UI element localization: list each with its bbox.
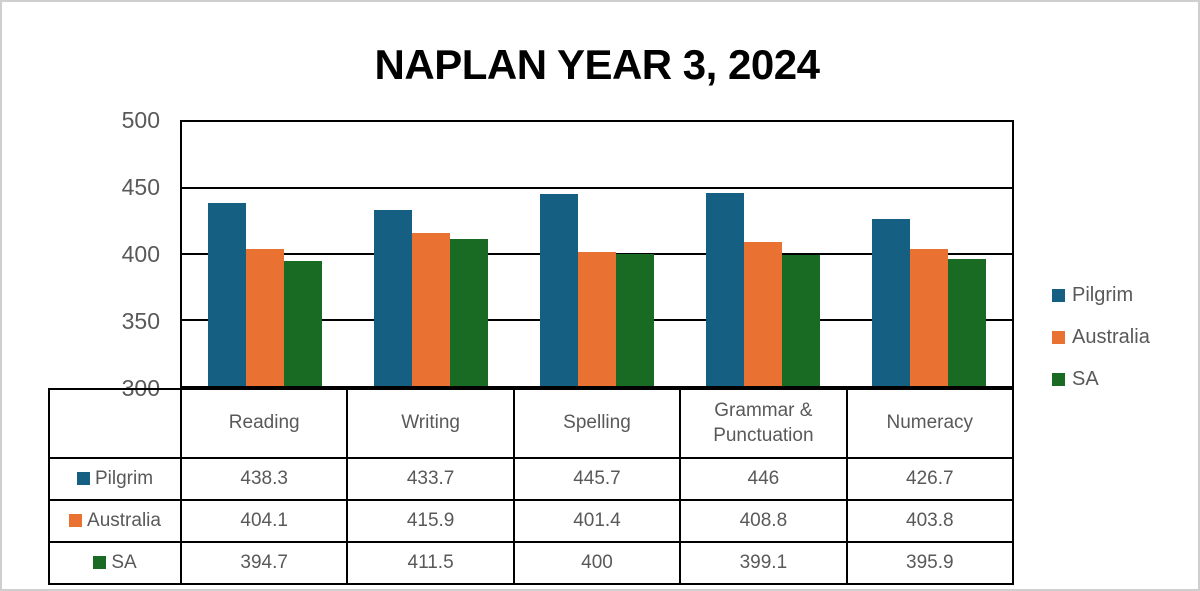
legend: Pilgrim Australia SA	[1052, 285, 1150, 389]
bar	[616, 254, 654, 386]
legend-swatch	[1052, 330, 1065, 344]
value-cell: 433.7	[346, 457, 515, 501]
legend-item: SA	[1052, 369, 1150, 389]
series-key-cell: Pilgrim	[48, 457, 182, 501]
bar	[450, 238, 488, 386]
series-swatch	[69, 513, 83, 527]
value-cell: 438.3	[179, 457, 349, 501]
bar	[246, 248, 284, 386]
table-header-cell: Grammar & Punctuation	[679, 388, 848, 459]
series-key-cell: Australia	[48, 499, 182, 543]
legend-label: SA	[1072, 368, 1099, 390]
table-row: Australia 404.1 415.9 401.4 408.8 403.8	[48, 499, 1015, 543]
series-swatch	[76, 471, 90, 485]
series-key-cell: SA	[48, 541, 182, 585]
bar	[872, 218, 910, 386]
table-header-cell: Writing	[346, 388, 515, 459]
legend-swatch	[1052, 288, 1065, 302]
legend-label: Pilgrim	[1072, 284, 1134, 306]
table-corner-cell	[48, 388, 182, 459]
value-cell: 415.9	[346, 499, 515, 543]
y-axis-tick-label: 350	[121, 308, 160, 334]
legend-item: Australia	[1052, 327, 1150, 347]
y-axis-tick-label: 400	[121, 241, 160, 267]
bar	[706, 193, 744, 386]
bar	[208, 203, 246, 386]
data-table: Reading Writing Spelling Grammar & Punctuat…	[48, 388, 1015, 585]
series-swatch	[93, 555, 107, 569]
series-name: SA	[111, 551, 137, 573]
bar	[374, 209, 412, 386]
legend-item: Pilgrim	[1052, 285, 1150, 305]
bar	[578, 252, 616, 386]
bar	[284, 261, 322, 386]
gridline	[182, 187, 1012, 189]
legend-swatch	[1052, 372, 1065, 386]
table-row: SA 394.7 411.5 400 399.1 395.9	[48, 541, 1015, 585]
value-cell: 394.7	[179, 541, 349, 585]
bar	[540, 193, 578, 386]
series-name: Australia	[87, 509, 161, 531]
value-cell: 445.7	[512, 457, 682, 501]
value-cell: 408.8	[679, 499, 848, 543]
bar	[782, 255, 820, 386]
series-name: Pilgrim	[94, 467, 154, 489]
value-cell: 446	[679, 457, 848, 501]
bar	[744, 242, 782, 386]
y-axis-tick-label: 500	[121, 107, 160, 133]
table-header-cell: Reading	[179, 388, 349, 459]
bar	[910, 248, 948, 386]
value-cell: 404.1	[179, 499, 349, 543]
plot-area	[180, 120, 1014, 388]
chart-title: NAPLAN YEAR 3, 2024	[374, 41, 820, 88]
value-cell: 395.9	[845, 541, 1015, 585]
table-header-cell: Numeracy	[845, 388, 1015, 459]
value-cell: 400	[512, 541, 682, 585]
value-cell: 403.8	[845, 499, 1015, 543]
value-cell: 399.1	[679, 541, 848, 585]
legend-label: Australia	[1072, 326, 1150, 348]
bar	[412, 233, 450, 386]
table-header-cell: Spelling	[512, 388, 682, 459]
value-cell: 401.4	[512, 499, 682, 543]
bar	[948, 259, 986, 386]
table-row: Pilgrim 438.3 433.7 445.7 446 426.7	[48, 457, 1015, 501]
value-cell: 426.7	[845, 457, 1015, 501]
value-cell: 411.5	[346, 541, 515, 585]
y-axis-tick-label: 450	[121, 174, 160, 200]
